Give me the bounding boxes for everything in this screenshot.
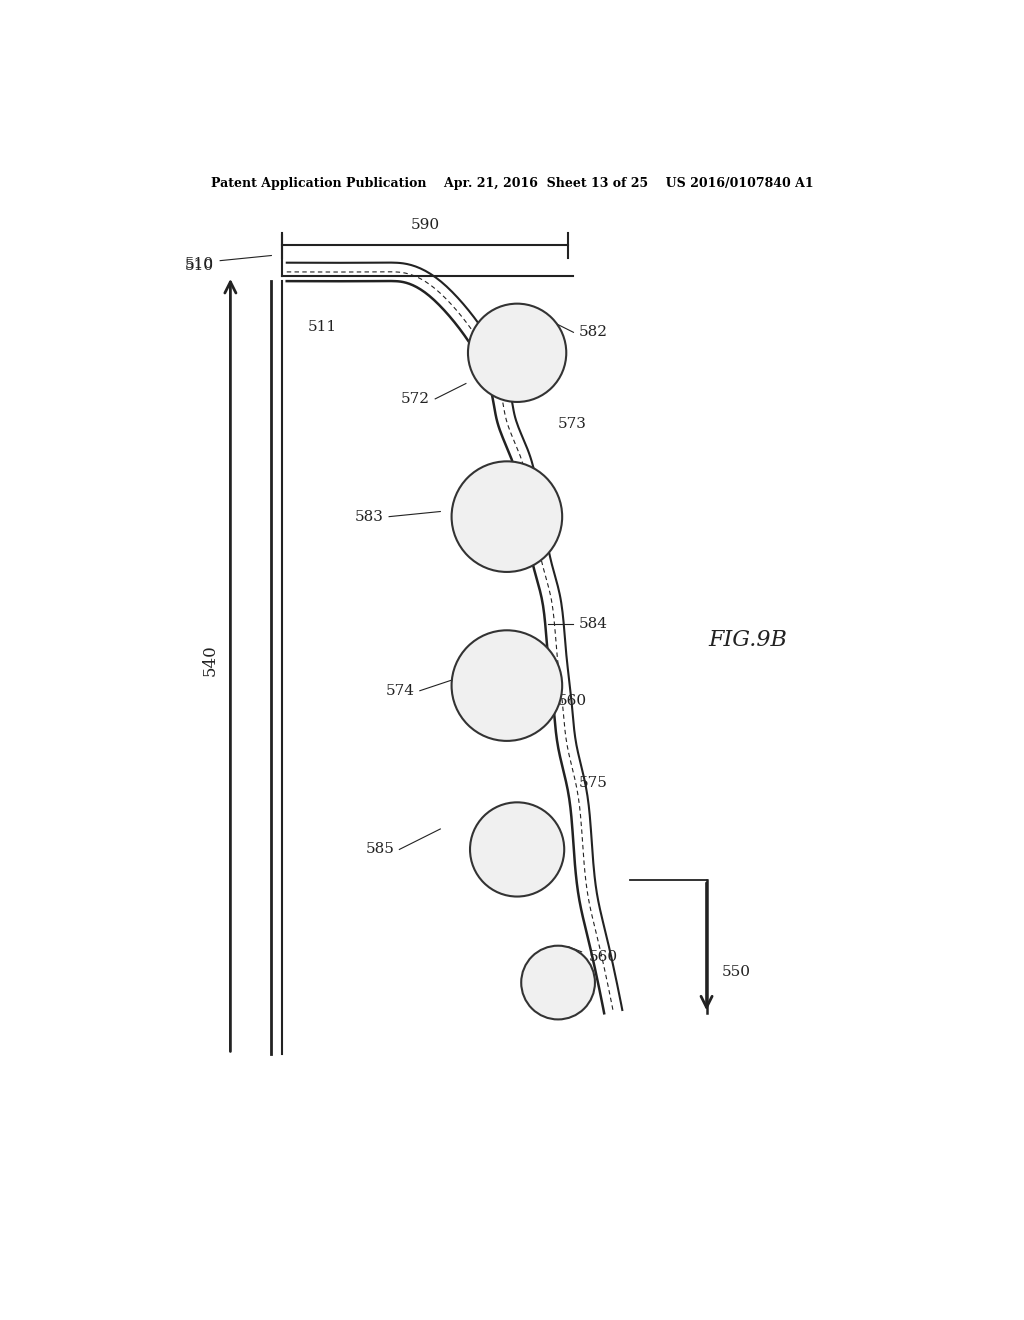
Circle shape — [452, 462, 562, 572]
Text: 573: 573 — [558, 417, 587, 432]
Text: 511: 511 — [308, 321, 337, 334]
Text: 540: 540 — [202, 644, 218, 676]
Text: 574: 574 — [386, 684, 415, 698]
Text: 583: 583 — [355, 510, 384, 524]
Text: 560: 560 — [558, 694, 587, 708]
Text: 585: 585 — [366, 842, 394, 857]
Circle shape — [452, 631, 562, 741]
Text: 575: 575 — [579, 776, 607, 789]
Text: 590: 590 — [411, 218, 439, 232]
Text: 560: 560 — [589, 950, 617, 964]
Text: 584: 584 — [579, 618, 607, 631]
Text: 582: 582 — [579, 325, 607, 339]
Text: 572: 572 — [401, 392, 430, 405]
Text: 550: 550 — [722, 965, 751, 979]
Text: Patent Application Publication    Apr. 21, 2016  Sheet 13 of 25    US 2016/01078: Patent Application Publication Apr. 21, … — [211, 177, 813, 190]
Circle shape — [470, 803, 564, 896]
Circle shape — [521, 945, 595, 1019]
Text: 510: 510 — [185, 259, 214, 273]
Text: 510: 510 — [185, 256, 214, 271]
Text: FIG.9B: FIG.9B — [708, 628, 787, 651]
Circle shape — [468, 304, 566, 403]
